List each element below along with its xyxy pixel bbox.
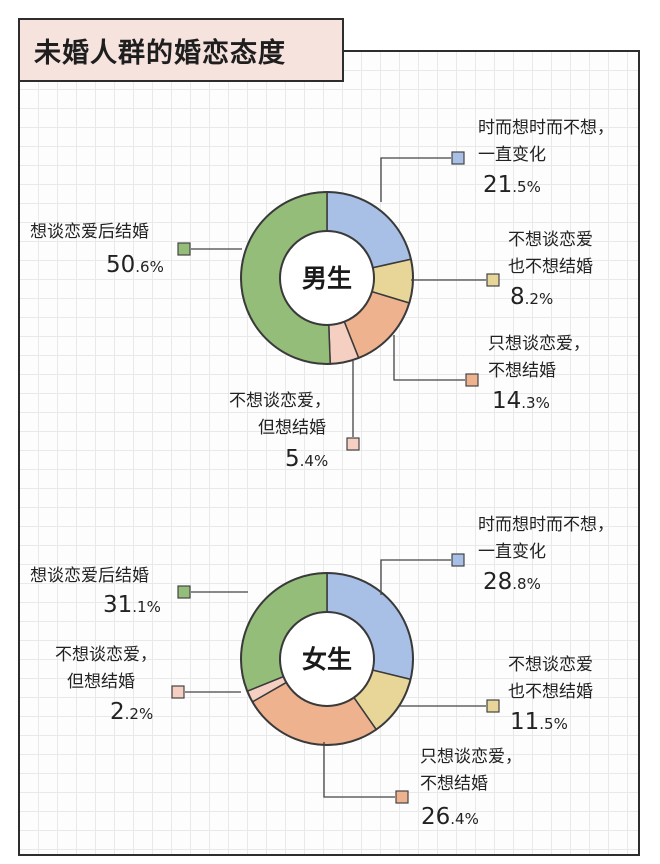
donut-outline: [240, 191, 414, 365]
data-label: 14.3%: [492, 388, 550, 414]
data-label: 2.2%: [110, 699, 153, 725]
data-label: 11.5%: [510, 709, 568, 735]
leader-line: [380, 157, 451, 202]
data-label: 5.4%: [285, 446, 328, 472]
slice-label: 不想谈恋爱，: [55, 644, 157, 665]
slice-label: 一直变化: [478, 542, 546, 562]
donut-outline: [240, 572, 414, 746]
legend-marker: [177, 242, 191, 256]
donut-hole: [279, 611, 375, 707]
legend-marker: [465, 373, 479, 387]
slice-label: 不想谈恋爱，: [229, 390, 331, 411]
legend-marker: [451, 151, 465, 165]
legend-marker: [346, 437, 360, 451]
data-label: 31.1%: [103, 592, 161, 618]
data-label: 28.8%: [483, 569, 541, 595]
slice-label: 想谈恋爱后结婚: [30, 565, 149, 586]
data-label: 26.4%: [421, 804, 479, 830]
slice-label: 只想谈恋爱，: [488, 333, 590, 354]
slice-label: 只想谈恋爱，: [420, 746, 522, 767]
slice-label: 但想结婚: [67, 672, 135, 692]
slice-label: 不想结婚: [420, 774, 488, 794]
chart-frame: [18, 50, 640, 856]
data-label: 8.2%: [510, 284, 553, 310]
leader-line: [393, 335, 465, 381]
legend-marker: [395, 790, 409, 804]
slice-label: 不想谈恋爱: [508, 229, 593, 250]
legend-marker: [486, 273, 500, 287]
slice-label: 也不想结婚: [508, 257, 593, 277]
slice-label: 不想结婚: [488, 361, 556, 381]
slice-label: 一直变化: [478, 145, 546, 165]
legend-marker: [451, 553, 465, 567]
leader-line: [380, 559, 451, 595]
slice-label: 也不想结婚: [508, 682, 593, 702]
slice-label: 不想谈恋爱: [508, 654, 593, 675]
slice-label: 时而想时而不想，: [478, 118, 614, 138]
center-label: 男生: [302, 264, 352, 293]
data-label: 50.6%: [106, 252, 164, 278]
leader-line: [323, 742, 395, 798]
legend-marker: [177, 585, 191, 599]
legend-marker: [486, 699, 500, 713]
donut-hole: [279, 230, 375, 326]
center-label: 女生: [302, 645, 352, 674]
slice-label: 想谈恋爱后结婚: [30, 221, 149, 242]
legend-marker: [171, 685, 185, 699]
title-box: 未婚人群的婚恋态度: [18, 18, 344, 82]
page-title: 未婚人群的婚恋态度: [34, 37, 286, 69]
slice-label: 但想结婚: [258, 418, 326, 438]
data-label: 21.5%: [483, 172, 541, 198]
slice-label: 时而想时而不想，: [478, 515, 614, 535]
